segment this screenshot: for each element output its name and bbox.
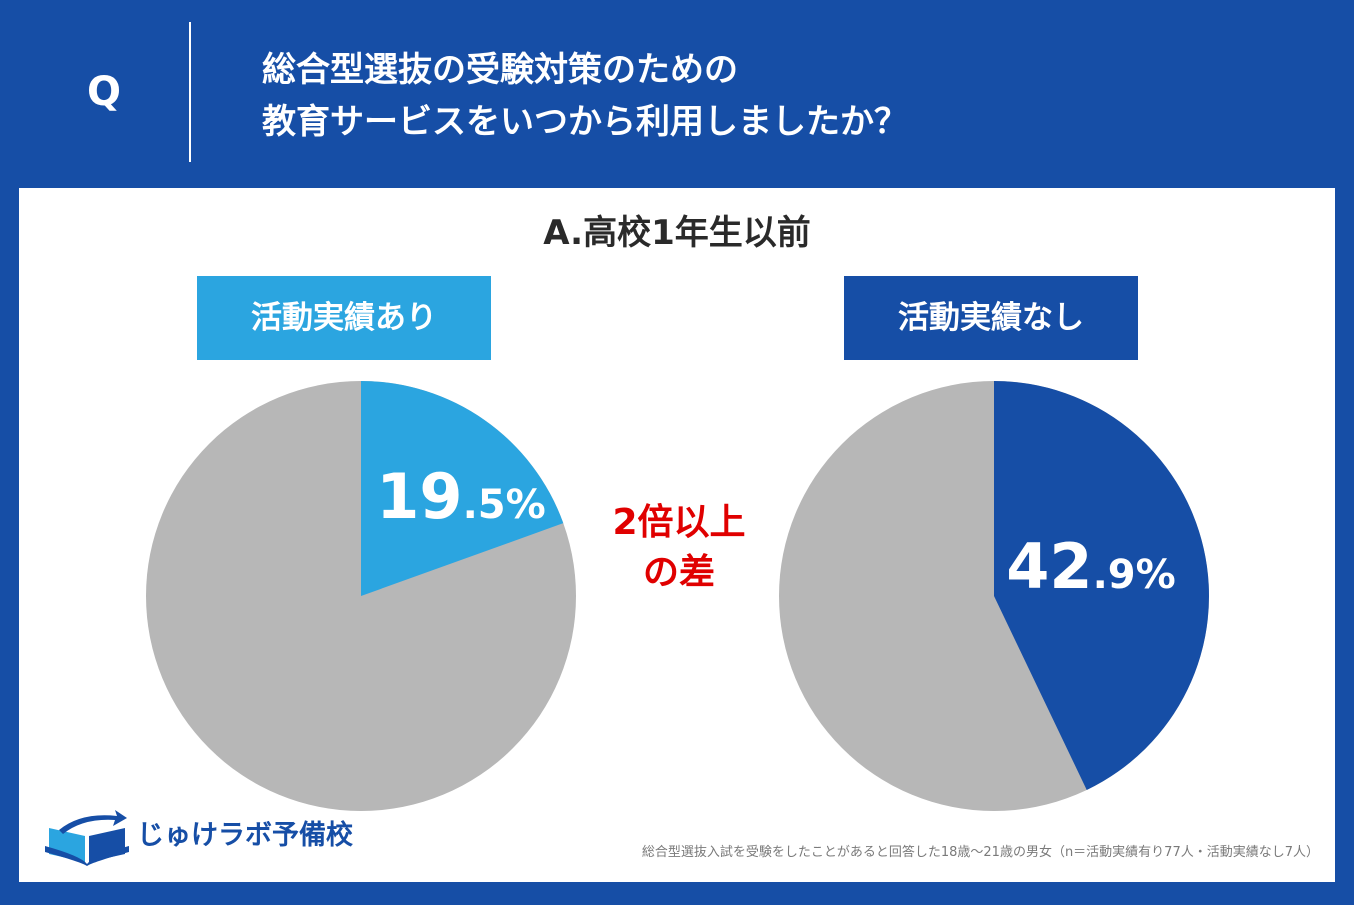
answer-title: A.高校1年生以前 bbox=[543, 213, 811, 253]
comparison-line-1: 2倍以上 bbox=[612, 502, 746, 543]
question-mark: Q bbox=[86, 69, 121, 115]
percent-label: 42.9% bbox=[1006, 530, 1175, 603]
comparison-callout: 2倍以上 の差 bbox=[579, 498, 779, 598]
comparison-line-2: の差 bbox=[642, 552, 715, 593]
pie-chart-with-activity: 19.5% bbox=[146, 381, 576, 811]
label-with-activity: 活動実績あり bbox=[197, 276, 491, 360]
footnote: 総合型選抜入試を受験をしたことがあると回答した18歳～21歳の男女（n＝活動実績… bbox=[641, 845, 1319, 860]
pie-slice-value bbox=[361, 381, 564, 596]
question-text: 総合型選抜の受験対策のための 教育サービスをいつから利用しましたか？ bbox=[262, 44, 1312, 148]
header: Q 総合型選抜の受験対策のための 教育サービスをいつから利用しましたか？ bbox=[0, 0, 1354, 188]
percent-label: 19.5% bbox=[376, 460, 545, 533]
pie-charts: 19.5% 42.9% bbox=[146, 381, 1209, 811]
logo-text: じゅけラボ予備校 bbox=[137, 820, 353, 851]
pie-chart-without-activity: 42.9% bbox=[779, 381, 1209, 811]
pie-slice-value bbox=[994, 381, 1209, 790]
label-without-activity: 活動実績なし bbox=[844, 276, 1138, 360]
question-line-1: 総合型選抜の受験対策のための bbox=[262, 50, 738, 90]
question-line-2: 教育サービスをいつから利用しましたか？ bbox=[262, 102, 908, 142]
header-divider bbox=[189, 22, 191, 162]
answer-panel: A.高校1年生以前 活動実績あり 活動実績なし 19.5% 42.9% 2倍以上… bbox=[19, 188, 1335, 882]
book-logo-icon bbox=[45, 810, 129, 866]
